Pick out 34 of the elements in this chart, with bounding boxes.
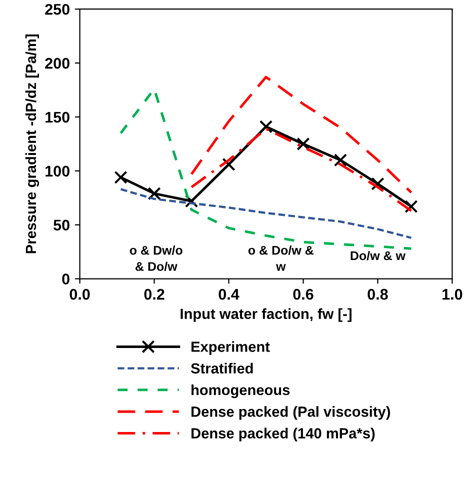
point (114, 170, 128, 184)
line-series (190, 128, 412, 212)
y-tick-label: 50 (54, 220, 70, 231)
x-tick-label: 0.8 (368, 288, 388, 300)
y-tick-label: 250 (45, 4, 70, 15)
point (296, 137, 310, 151)
annotation: o & Do/w & w (248, 246, 314, 271)
y-axis-title: Pressure gradient -dP/dz [Pa/m] (25, 34, 40, 254)
y-tick-label: 0 (62, 274, 70, 284)
x-tick-label: 0.0 (70, 288, 90, 300)
x-tick-label: 0.6 (293, 288, 314, 300)
y-tick-label: 150 (46, 112, 70, 123)
x-tick-label: 0.4 (218, 288, 240, 300)
point (404, 200, 418, 214)
legend-label: Experiment (192, 341, 270, 355)
legend-label: Dense packed (140 mPa*s) (192, 428, 375, 442)
line-series (190, 76, 412, 194)
point (148, 186, 161, 200)
annotation: Do/w & w (350, 250, 406, 260)
x-axis-title: Input water faction, fw [-] (180, 308, 352, 322)
point (222, 158, 236, 172)
x-tick-label: 0.2 (144, 288, 164, 300)
legend-label: Stratified (190, 362, 253, 374)
point (259, 120, 273, 134)
annotation: o & Dw/o & Do/w (130, 246, 182, 272)
x-tick-label: 1.0 (442, 288, 462, 300)
legend-label: homogeneous (192, 384, 290, 398)
line-series (120, 188, 412, 239)
point (334, 154, 348, 167)
legend-label: Dense packed (Pal viscosity) (192, 406, 390, 420)
y-tick-label: 200 (45, 58, 70, 69)
point (371, 177, 384, 190)
point (184, 194, 198, 208)
y-tick-label: 100 (46, 166, 70, 177)
